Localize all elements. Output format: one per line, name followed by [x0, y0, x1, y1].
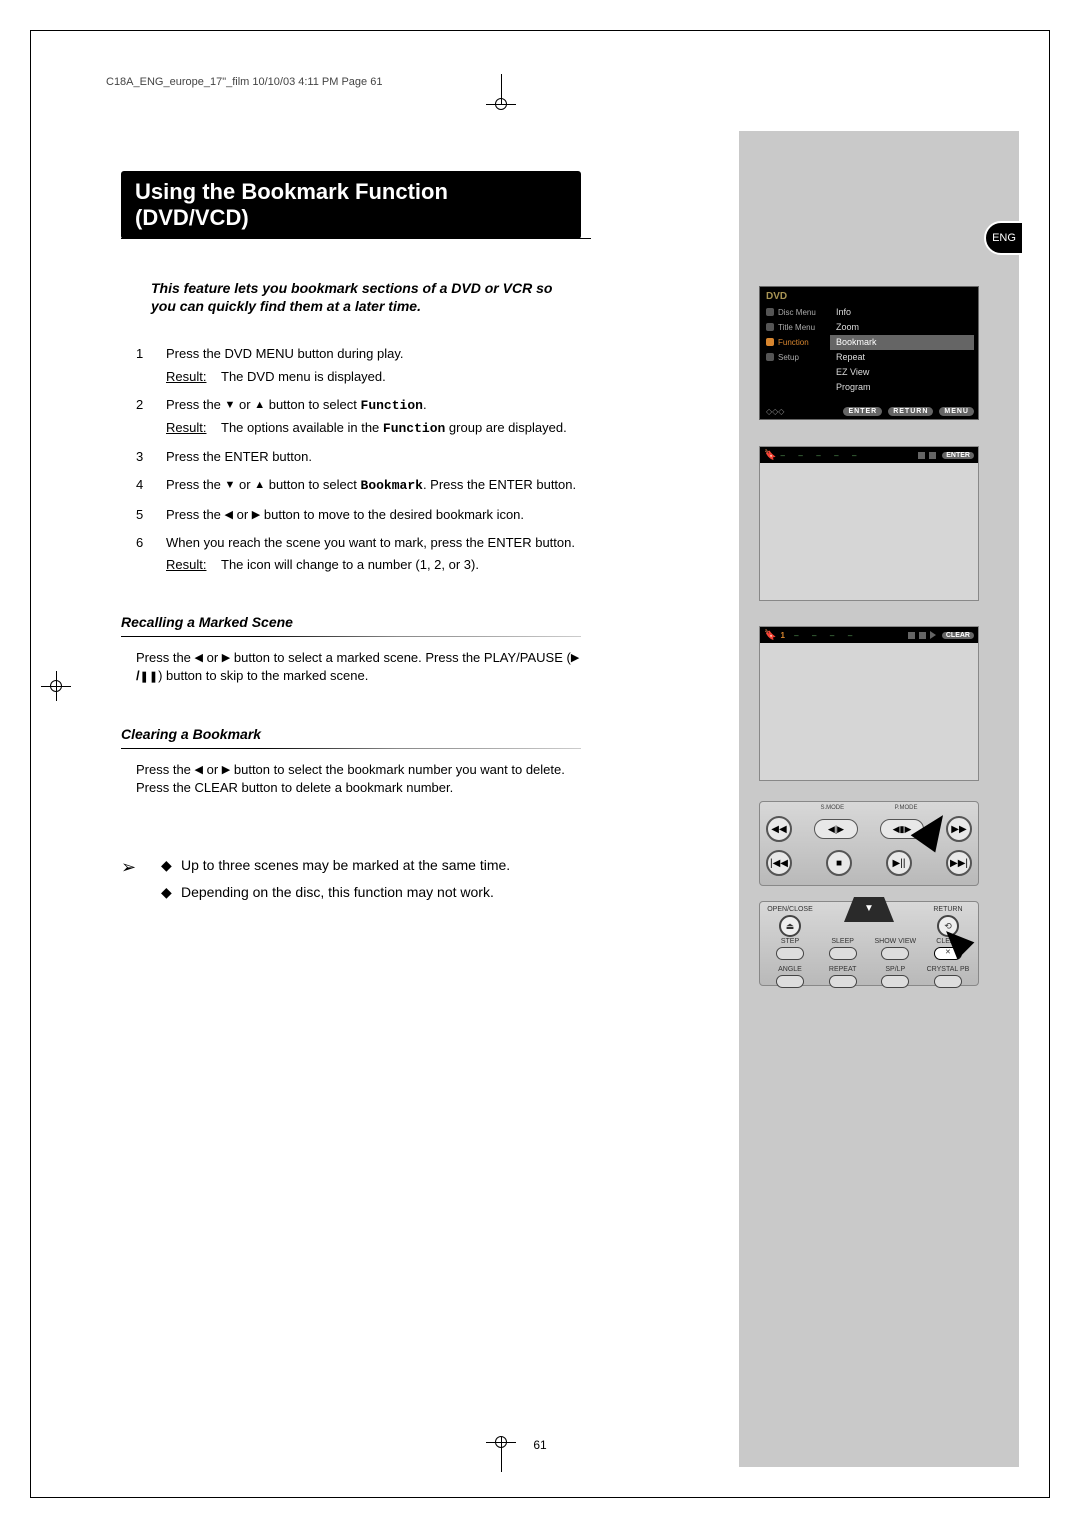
step-4: 4 Press the ▼ or ▲ button to select Book… [136, 476, 581, 495]
remote-label-smode: S.MODE [820, 805, 844, 811]
recall-paragraph: Press the ◀ or ▶ button to select a mark… [136, 649, 581, 686]
remote-label-showview: SHOW VIEW [875, 938, 917, 945]
note-2: ◆ Depending on the disc, this function m… [121, 884, 581, 901]
step-1: 1 Press the DVD MENU button during play.… [136, 345, 581, 385]
result-label: Result: [166, 556, 221, 574]
osd-left-item: Setup [764, 350, 826, 365]
main-content: Using the Bookmark Function (DVD/VCD) Th… [121, 131, 581, 907]
osd-button-hints: ◇◇◇ ENTER RETURN MENU [766, 407, 974, 416]
slow-rev-button: ◀|▶ [814, 819, 858, 839]
result-text: The options available in the Function gr… [221, 419, 581, 438]
result-text: The icon will change to a number (1, 2, … [221, 556, 581, 574]
osd-right-menu: Info Zoom Bookmark Repeat EZ View Progra… [830, 305, 974, 395]
page-frame: C18A_ENG_europe_17"_film 10/10/03 4:11 P… [30, 30, 1050, 1498]
crop-mark-left [41, 671, 71, 701]
clear-paragraph: Press the ◀ or ▶ button to select the bo… [136, 761, 581, 797]
step-2: 2 Press the ▼ or ▲ button to select Func… [136, 396, 581, 438]
divider [121, 748, 581, 749]
page-title: Using the Bookmark Function (DVD/VCD) [121, 171, 581, 239]
remote-label-angle: ANGLE [778, 966, 802, 973]
remote-function-panel: OPEN/CLOSE⏏ RETURN⟲ STEP SLEEP SHOW VIEW… [759, 901, 979, 986]
osd-bookmark-marked: 🔖 1 – – – – CLEAR [759, 626, 979, 781]
rewind-button: ◀◀ [766, 816, 792, 842]
result-text: The DVD menu is displayed. [221, 368, 581, 386]
osd-hint-menu: MENU [939, 407, 974, 416]
osd-hint-enter: ENTER [942, 452, 974, 459]
osd-dvd-label: DVD [766, 291, 787, 302]
remote-label-step: STEP [781, 938, 799, 945]
step-5: 5 Press the ◀ or ▶ button to move to the… [136, 506, 581, 524]
intro-text: This feature lets you bookmark sections … [151, 279, 581, 315]
bookmark-icon: 🔖 [764, 630, 776, 641]
osd-left-item-selected: Function [764, 335, 826, 350]
bookmark-number: 1 [780, 631, 784, 640]
remote-label-splp: SP/LP [885, 966, 905, 973]
note-1: ➢ ◆ Up to three scenes may be marked at … [121, 857, 581, 878]
osd-right-item: Info [830, 305, 974, 320]
remote-label-pmode: P.MODE [895, 805, 918, 811]
remote-label-open: OPEN/CLOSE [767, 906, 813, 913]
step-number: 3 [136, 448, 166, 466]
prev-button: |◀◀ [766, 850, 792, 876]
stop-button: ■ [826, 850, 852, 876]
osd-right-item: Zoom [830, 320, 974, 335]
osd-menu-screenshot: DVD Disc Menu Title Menu Function Setup … [759, 286, 979, 420]
result-label: Result: [166, 368, 221, 386]
language-badge: ENG [984, 221, 1024, 255]
subheading-recall: Recalling a Marked Scene [121, 614, 581, 630]
crop-mark-top [486, 89, 516, 119]
step-number: 1 [136, 345, 166, 385]
callout-arrow-icon [911, 807, 956, 853]
step-number: 5 [136, 506, 166, 524]
remote-label-sleep: SLEEP [831, 938, 854, 945]
step-6: 6 When you reach the scene you want to m… [136, 534, 581, 574]
page-number: 61 [533, 1438, 546, 1452]
notes-block: ➢ ◆ Up to three scenes may be marked at … [121, 857, 581, 901]
osd-left-menu: Disc Menu Title Menu Function Setup [764, 305, 826, 365]
bookmark-icon: 🔖 [764, 450, 776, 461]
remote-label-crystal: CRYSTAL PB [927, 966, 970, 973]
result-label: Result: [166, 419, 221, 438]
osd-left-item: Title Menu [764, 320, 826, 335]
osd-hint-return: RETURN [888, 407, 933, 416]
osd-hint-enter: ENTER [843, 407, 882, 416]
osd-hint-clear: CLEAR [942, 632, 974, 639]
osd-right-item-selected: Bookmark [830, 335, 974, 350]
step-number: 2 [136, 396, 166, 438]
step-text: Press the DVD MENU button during play. [166, 345, 581, 363]
steps-list: 1 Press the DVD MENU button during play.… [136, 345, 581, 574]
divider [121, 636, 581, 637]
step-number: 4 [136, 476, 166, 495]
osd-right-item: Program [830, 380, 974, 395]
play-button: ▶|| [886, 850, 912, 876]
next-button: ▶▶| [946, 850, 972, 876]
sidebar-illustrations: ENG DVD Disc Menu Title Menu Function Se… [739, 131, 1019, 1467]
remote-label-return: RETURN [933, 906, 962, 913]
step-3: 3 Press the ENTER button. [136, 448, 581, 466]
step-text: Press the ENTER button. [166, 448, 581, 466]
step-text: Press the ◀ or ▶ button to move to the d… [166, 506, 581, 524]
remote-transport-panel: S.MODE P.MODE ◀◀ ◀|▶ ◀▮▶ ▶▶ |◀◀ ■ ▶|| ▶▶… [759, 801, 979, 886]
osd-left-item: Disc Menu [764, 305, 826, 320]
subheading-clear: Clearing a Bookmark [121, 726, 581, 742]
remote-label-repeat: REPEAT [829, 966, 857, 973]
osd-right-item: EZ View [830, 365, 974, 380]
step-text: Press the ▼ or ▲ button to select Functi… [166, 396, 581, 415]
osd-right-item: Repeat [830, 350, 974, 365]
osd-bookmark-empty: 🔖 – – – – – ENTER [759, 446, 979, 601]
step-number: 6 [136, 534, 166, 574]
print-header: C18A_ENG_europe_17"_film 10/10/03 4:11 P… [106, 76, 382, 88]
step-text: Press the ▼ or ▲ button to select Bookma… [166, 476, 581, 495]
crop-mark-bottom [486, 1427, 516, 1457]
step-text: When you reach the scene you want to mar… [166, 534, 581, 552]
